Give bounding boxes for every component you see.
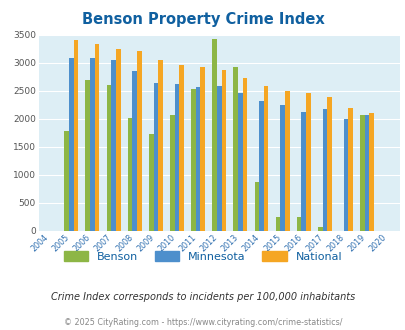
Bar xyxy=(153,83,158,231)
Bar xyxy=(200,67,205,231)
Bar xyxy=(85,80,90,231)
Bar xyxy=(275,217,279,231)
Bar xyxy=(359,115,364,231)
Bar xyxy=(132,71,137,231)
Bar xyxy=(128,118,132,231)
Bar xyxy=(296,217,301,231)
Legend: Benson, Minnesota, National: Benson, Minnesota, National xyxy=(59,247,346,267)
Bar xyxy=(263,86,268,231)
Bar xyxy=(242,79,247,231)
Bar xyxy=(284,91,289,231)
Bar xyxy=(326,97,331,231)
Bar xyxy=(258,101,263,231)
Bar xyxy=(69,58,73,231)
Bar xyxy=(279,105,284,231)
Bar xyxy=(107,85,111,231)
Bar xyxy=(254,182,258,231)
Bar xyxy=(73,40,78,231)
Bar xyxy=(364,115,369,231)
Bar xyxy=(216,86,221,231)
Bar xyxy=(237,93,242,231)
Bar xyxy=(212,39,216,231)
Text: Crime Index corresponds to incidents per 100,000 inhabitants: Crime Index corresponds to incidents per… xyxy=(51,292,354,302)
Bar xyxy=(317,227,322,231)
Text: © 2025 CityRating.com - https://www.cityrating.com/crime-statistics/: © 2025 CityRating.com - https://www.city… xyxy=(64,318,341,327)
Bar xyxy=(149,134,153,231)
Bar xyxy=(170,115,174,231)
Bar xyxy=(221,70,226,231)
Bar xyxy=(191,88,195,231)
Bar xyxy=(115,49,120,231)
Bar xyxy=(322,109,326,231)
Bar xyxy=(347,108,352,231)
Text: Benson Property Crime Index: Benson Property Crime Index xyxy=(81,12,324,26)
Bar xyxy=(305,93,310,231)
Bar xyxy=(369,113,373,231)
Bar xyxy=(174,84,179,231)
Bar xyxy=(137,51,141,231)
Bar xyxy=(90,58,94,231)
Bar xyxy=(64,131,69,231)
Bar xyxy=(301,112,305,231)
Bar xyxy=(343,119,347,231)
Bar xyxy=(158,60,162,231)
Bar xyxy=(179,65,183,231)
Bar xyxy=(195,87,200,231)
Bar xyxy=(94,44,99,231)
Bar xyxy=(111,60,115,231)
Bar xyxy=(233,67,237,231)
